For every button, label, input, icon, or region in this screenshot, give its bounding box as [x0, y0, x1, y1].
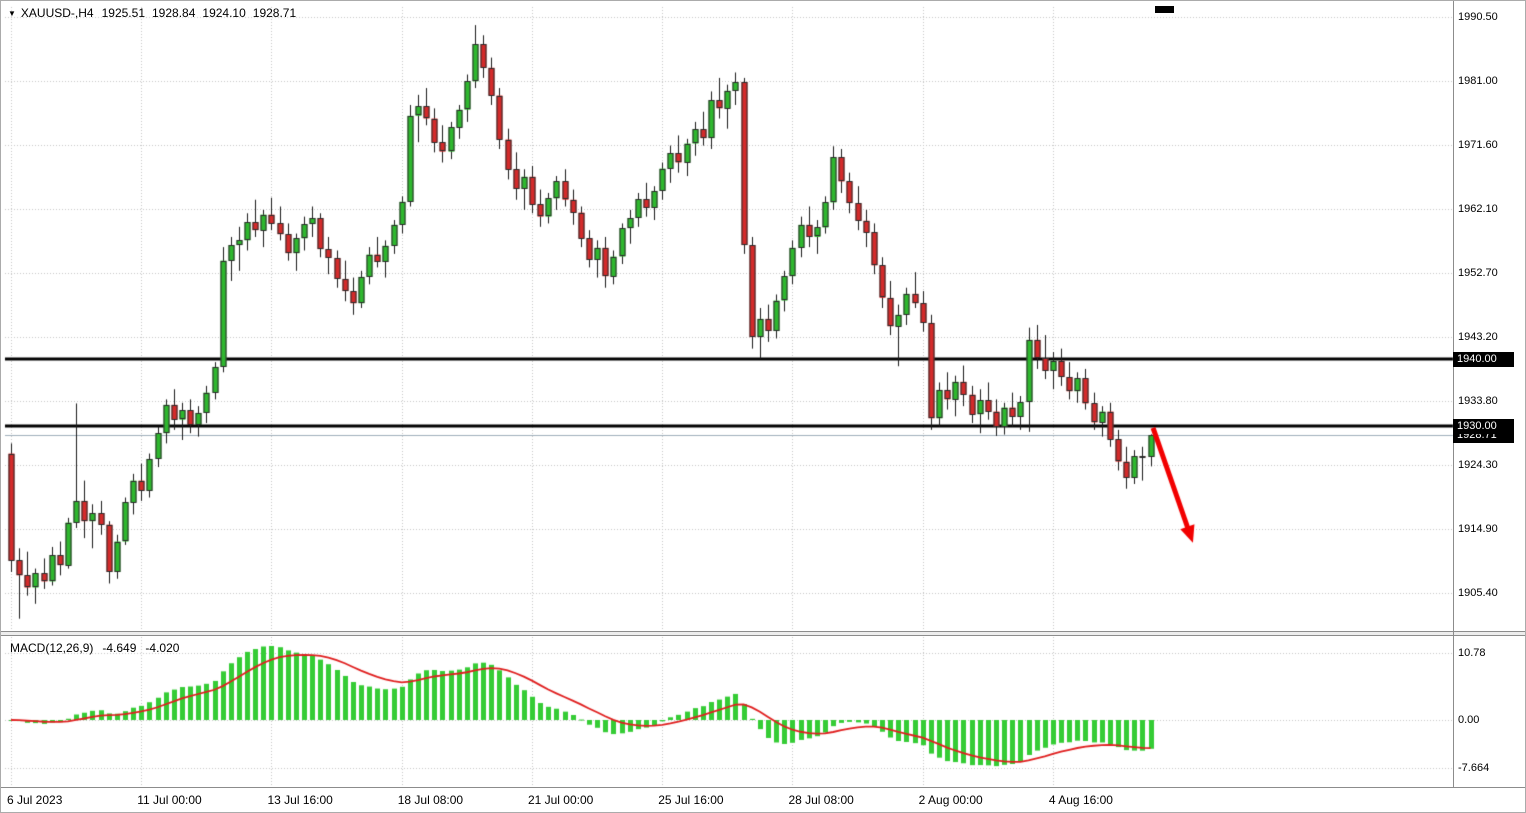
price-axis-label: 1990.50: [1458, 11, 1498, 23]
level-price-tag-1940-label: 1940.00: [1457, 352, 1497, 365]
symbol-header: ▼ XAUUSD-,H4 1925.51 1928.84 1924.10 192…: [8, 6, 303, 20]
price-axis-separator: [1453, 1, 1454, 788]
time-axis-label: 13 Jul 16:00: [267, 793, 333, 807]
level-price-tag-1930-label: 1930.00: [1457, 420, 1497, 433]
time-axis-label: 4 Aug 16:00: [1048, 793, 1113, 807]
time-axis-label: 18 Jul 08:00: [397, 793, 464, 807]
ohlc-open: 1925.51: [101, 6, 145, 20]
time-axis-label: 6 Jul 2023: [7, 793, 63, 807]
ohlc-low: 1924.10: [202, 6, 246, 20]
chart-shift-marker[interactable]: [1155, 6, 1174, 13]
price-axis-label: 1924.30: [1458, 459, 1498, 472]
macd-axis-label: 0.00: [1458, 714, 1480, 726]
ohlc-close: 1928.71: [252, 6, 297, 20]
price-axis-label: 1962.10: [1458, 203, 1498, 216]
time-axis-label: 21 Jul 00:00: [527, 793, 594, 807]
price-axis-label: 1971.60: [1458, 138, 1498, 151]
time-axis-label: 11 Jul 00:00: [137, 793, 202, 807]
ohlc-high: 1928.84: [152, 6, 196, 20]
price-axis-label: 1943.20: [1458, 331, 1498, 344]
price-axis-label: 1981.00: [1458, 75, 1498, 88]
price-axis-label: 1905.40: [1458, 586, 1498, 599]
price-axis-label: 1933.80: [1458, 394, 1498, 407]
time-axis-label: 28 Jul 08:00: [788, 793, 854, 807]
symbol-period-label: XAUUSD-,H4: [20, 6, 94, 20]
macd-axis-label: 10.78: [1458, 647, 1486, 660]
indicator-label: MACD(12,26,9) -4.649 -4.020: [10, 641, 188, 655]
time-axis-label: 25 Jul 16:00: [658, 793, 724, 807]
macd-axis-label: -7.664: [1458, 761, 1490, 774]
panel-splitter[interactable]: [1, 631, 1525, 636]
indicator-main-value: -4.649: [102, 641, 137, 655]
time-axis-label: 2 Aug 00:00: [918, 793, 983, 807]
indicator-signal-value: -4.020: [145, 641, 180, 655]
macd-panel-bottom-border: [1, 787, 1525, 788]
indicator-name: MACD(12,26,9): [10, 641, 94, 655]
price-axis-label: 1952.70: [1458, 266, 1498, 279]
level-price-tag-1930[interactable]: 1930.00: [1453, 419, 1514, 435]
collapse-ohlc-icon[interactable]: ▼: [8, 8, 16, 18]
level-price-tag-1940[interactable]: 1940.00: [1453, 351, 1514, 367]
price-axis-label: 1914.90: [1458, 522, 1498, 535]
